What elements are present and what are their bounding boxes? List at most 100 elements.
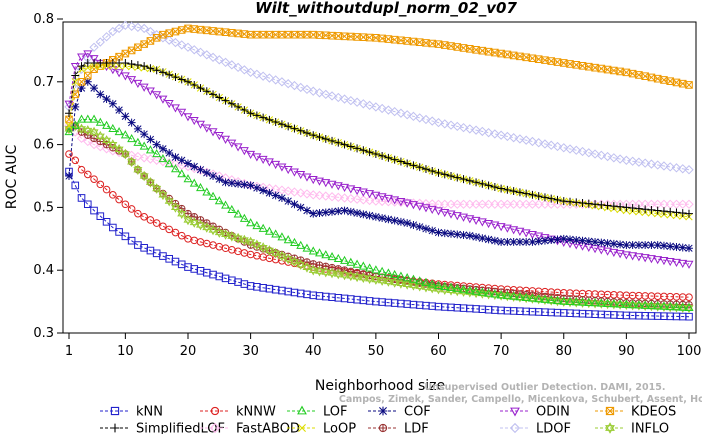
data-point [333,268,343,280]
data-point [102,120,112,129]
data-point [472,178,481,187]
data-point [578,297,588,306]
data-point [390,155,399,164]
data-point [102,135,112,146]
data-point [171,228,180,237]
data-point [321,208,330,217]
data-point [459,213,469,222]
data-point [315,265,324,277]
data-point [615,299,625,308]
data-point [265,30,274,39]
data-point [90,84,99,93]
data-point [152,249,161,258]
data-point [139,153,149,163]
data-point [264,158,274,167]
data-point [120,148,130,160]
data-point [283,186,293,196]
data-point [647,241,656,250]
data-point [421,204,431,213]
data-point [208,191,218,200]
data-point [152,140,161,149]
data-point [434,40,443,48]
data-point [190,265,199,273]
data-point [209,27,217,35]
data-point [227,60,237,70]
data-point [390,269,400,279]
data-point [472,232,481,241]
data-point [140,40,148,48]
data-point [327,180,337,189]
legend-marker [110,423,120,433]
data-point [321,191,331,201]
data-point [666,77,675,85]
data-point [440,119,450,129]
data-point [271,160,281,170]
data-point [671,258,681,268]
data-point [415,222,424,231]
legend-marker [509,422,521,434]
data-point [158,189,168,201]
data-point [496,130,506,140]
data-point [334,32,343,40]
data-point [458,199,469,209]
data-point [296,259,306,270]
data-point [640,254,650,263]
data-point [378,214,387,223]
data-point [358,195,369,205]
data-point [340,183,350,192]
data-point [333,182,343,191]
data-point [290,200,299,209]
data-point [327,252,337,261]
data-point [459,284,469,293]
data-point [634,204,643,213]
data-point [346,257,356,266]
data-point [283,165,293,175]
data-point [678,199,688,209]
data-point [70,83,80,93]
legend-item-kdeos: KDEOS [595,405,676,420]
data-point [427,205,437,214]
data-point [321,266,331,278]
data-point [239,65,250,75]
data-point [152,149,162,158]
data-point [233,62,243,73]
data-point [127,156,137,168]
data-point [447,229,455,238]
data-point [371,191,381,200]
data-point [309,30,318,39]
data-point [490,289,500,298]
y-tick-label: 0.6 [33,138,54,153]
data-point [171,153,180,162]
data-point [603,298,613,307]
legend-marker [605,406,615,416]
data-point [597,238,606,247]
data-point [133,61,142,70]
data-point [515,227,525,236]
data-point [308,264,318,276]
data-point [566,235,574,244]
legend-item-cof: COF [368,405,431,420]
data-point [145,26,156,37]
data-point [283,253,293,265]
data-point [101,32,112,42]
data-point [609,239,618,248]
data-point [484,288,494,297]
data-point [252,69,262,79]
legend-label: ODIN [536,405,570,420]
data-point [484,219,494,229]
data-point [159,222,167,230]
data-point [653,301,663,310]
data-point [303,206,311,215]
data-point [434,283,443,295]
data-point [359,210,368,219]
data-point [547,194,556,203]
data-point [453,173,462,182]
data-point [308,176,318,185]
data-point [484,235,493,244]
data-point [346,185,356,194]
data-point [590,298,600,307]
legend-item-ldf: LDF [368,422,429,434]
data-point [359,33,368,42]
data-point [83,50,93,59]
